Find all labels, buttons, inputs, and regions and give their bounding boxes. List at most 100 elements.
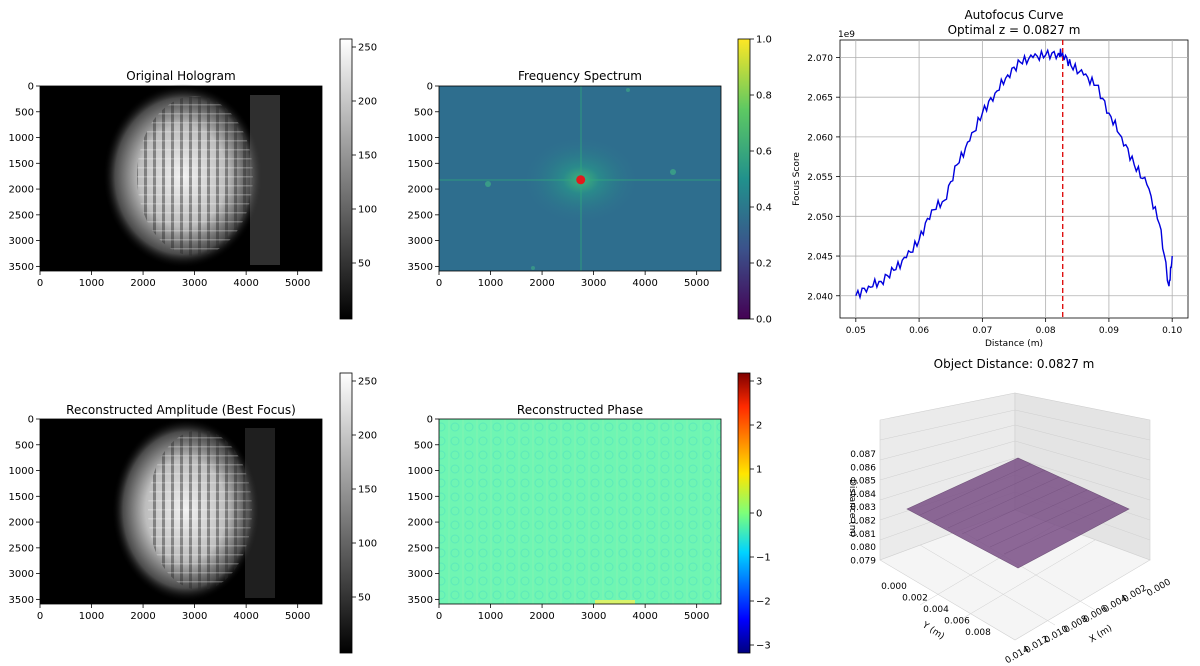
x-tick-label: 2000 bbox=[130, 278, 155, 289]
y-tick-label: 500 bbox=[414, 107, 433, 118]
colorbar-tick-label: 2 bbox=[756, 421, 762, 432]
y-tick-label: 1000 bbox=[408, 133, 433, 144]
x-tick-label: 1000 bbox=[79, 611, 104, 622]
x-tick-label: 0.09 bbox=[1099, 326, 1119, 336]
y-tick-label: 1500 bbox=[408, 159, 433, 170]
x-tick-label: 4000 bbox=[233, 611, 258, 622]
surface-z-tick-label: 0.087 bbox=[850, 450, 876, 460]
x-tick-label: 0.05 bbox=[846, 326, 866, 336]
x-axis-label: Distance (m) bbox=[985, 339, 1043, 349]
x-tick-label: 5000 bbox=[684, 611, 709, 622]
chart-subtitle: Optimal z = 0.0827 m bbox=[948, 23, 1081, 37]
x-tick-label: 0 bbox=[37, 278, 43, 289]
colorbar-tick-label: −1 bbox=[756, 553, 771, 564]
spectrum-title: Frequency Spectrum bbox=[518, 69, 642, 83]
x-tick-label: 3000 bbox=[182, 611, 207, 622]
x-tick-label: 2000 bbox=[130, 611, 155, 622]
y-tick-label: 3000 bbox=[9, 569, 34, 580]
amplitude-panel: Reconstructed Amplitude (Best Focus) 0 10… bbox=[9, 372, 377, 654]
y-tick-label: 2000 bbox=[9, 185, 34, 196]
surface-z-tick-label: 0.085 bbox=[850, 477, 876, 487]
surface-title: Object Distance: 0.0827 m bbox=[934, 357, 1095, 371]
x-tick-label: 3000 bbox=[581, 611, 606, 622]
y-tick-label: 2.060 bbox=[807, 133, 833, 143]
surface-x-label: X (m) bbox=[1088, 623, 1114, 645]
spectrum-panel: Frequency Spectrum 0 1000 2000 3000 4000 5000… bbox=[408, 35, 772, 326]
colorbar-tick-label: 0.4 bbox=[756, 203, 772, 214]
colorbar-tick-label: 200 bbox=[358, 97, 377, 108]
x-tick-label: 5000 bbox=[285, 278, 310, 289]
y-tick-label: 2500 bbox=[9, 210, 34, 221]
x-tick-label: 4000 bbox=[233, 278, 258, 289]
colorbar-tick-label: 3 bbox=[756, 377, 762, 388]
colorbar-tick-label: 100 bbox=[358, 205, 377, 216]
chart-title: Autofocus Curve bbox=[964, 8, 1063, 22]
surface-x-tick-label: 0.014 bbox=[1004, 645, 1032, 666]
y-tick-label: 2.040 bbox=[807, 292, 833, 302]
surface-y-tick-label: 0.008 bbox=[965, 628, 991, 638]
y-tick-label: 0 bbox=[28, 82, 34, 93]
y-tick-label: 2.055 bbox=[807, 173, 833, 183]
surface-z-label: Distance (m) bbox=[847, 479, 857, 537]
y-tick-label: 3500 bbox=[9, 262, 34, 273]
phase-colorbar: 3 2 1 0 −1 −2 −3 bbox=[737, 372, 771, 654]
y-tick-label: 2500 bbox=[408, 543, 433, 554]
x-tick-label: 1000 bbox=[478, 611, 503, 622]
colorbar-tick-label: 0.0 bbox=[756, 315, 772, 326]
y-tick-label: 1000 bbox=[9, 133, 34, 144]
colorbar-tick-label: −3 bbox=[756, 641, 771, 652]
x-tick-label: 0.06 bbox=[909, 326, 929, 336]
distance-surface bbox=[906, 457, 1130, 569]
colorbar-tick-label: −2 bbox=[756, 597, 771, 608]
x-tick-label: 0 bbox=[436, 611, 442, 622]
y-tick-label: 3500 bbox=[408, 262, 433, 273]
y-tick-label: 3000 bbox=[9, 236, 34, 247]
x-tick-label: 1000 bbox=[79, 278, 104, 289]
x-tick-label: 0.08 bbox=[1036, 326, 1056, 336]
x-tick-label: 3000 bbox=[581, 278, 606, 289]
x-tick-label: 5000 bbox=[684, 278, 709, 289]
y-tick-label: 2000 bbox=[9, 518, 34, 529]
spectrum-colorbar: 1.0 0.8 0.6 0.4 0.2 0.0 bbox=[737, 35, 772, 326]
amplitude-title: Reconstructed Amplitude (Best Focus) bbox=[66, 403, 296, 417]
surface-y-tick-label: 0.002 bbox=[902, 594, 928, 604]
surface-panel: Object Distance: 0.0827 m 0.0 bbox=[847, 357, 1173, 666]
hologram-colorbar: 250 200 150 100 50 bbox=[339, 38, 377, 320]
colorbar-tick-label: 250 bbox=[358, 43, 377, 54]
x-tick-label: 0.10 bbox=[1162, 326, 1182, 336]
y-tick-label: 2.045 bbox=[807, 253, 833, 263]
colorbar-tick-label: 0 bbox=[756, 509, 762, 520]
y-tick-label: 1000 bbox=[408, 466, 433, 477]
y-tick-label: 0 bbox=[427, 82, 433, 93]
y-tick-label: 1500 bbox=[9, 159, 34, 170]
focus-score-line bbox=[855, 48, 1173, 300]
y-tick-label: 1000 bbox=[9, 466, 34, 477]
x-tick-label: 3000 bbox=[182, 278, 207, 289]
surface-y-tick-label: 0.006 bbox=[944, 617, 970, 627]
colorbar-tick-label: 0.6 bbox=[756, 147, 772, 158]
x-tick-label: 0 bbox=[37, 611, 43, 622]
colorbar-tick-label: 0.2 bbox=[756, 259, 772, 270]
y-tick-label: 1500 bbox=[9, 492, 34, 503]
y-tick-label: 3500 bbox=[9, 595, 34, 606]
surface-y-tick-label: 0.000 bbox=[881, 582, 907, 592]
x-tick-label: 2000 bbox=[529, 278, 554, 289]
surface-z-tick-label: 0.086 bbox=[850, 463, 876, 473]
surface-z-tick-label: 0.084 bbox=[850, 490, 876, 500]
autofocus-chart: Autofocus Curve Optimal z = 0.0827 m 1e9… bbox=[792, 8, 1189, 349]
hologram-image bbox=[40, 84, 322, 271]
colorbar-tick-label: 150 bbox=[358, 151, 377, 162]
x-tick-label: 0 bbox=[436, 278, 442, 289]
y-tick-label: 2.050 bbox=[807, 213, 833, 223]
surface-x-tick-label: 0.000 bbox=[1145, 577, 1173, 599]
y-tick-label: 0 bbox=[427, 415, 433, 426]
y-tick-label: 3500 bbox=[408, 595, 433, 606]
y-tick-label: 2500 bbox=[9, 543, 34, 554]
colorbar-tick-label: 0.8 bbox=[756, 91, 772, 102]
amplitude-colorbar: 250 200 150 100 50 bbox=[339, 372, 377, 654]
y-tick-label: 3000 bbox=[408, 236, 433, 247]
colorbar-tick-label: 250 bbox=[358, 377, 377, 388]
amplitude-image bbox=[40, 418, 322, 604]
colorbar-tick-label: 1 bbox=[756, 465, 762, 476]
